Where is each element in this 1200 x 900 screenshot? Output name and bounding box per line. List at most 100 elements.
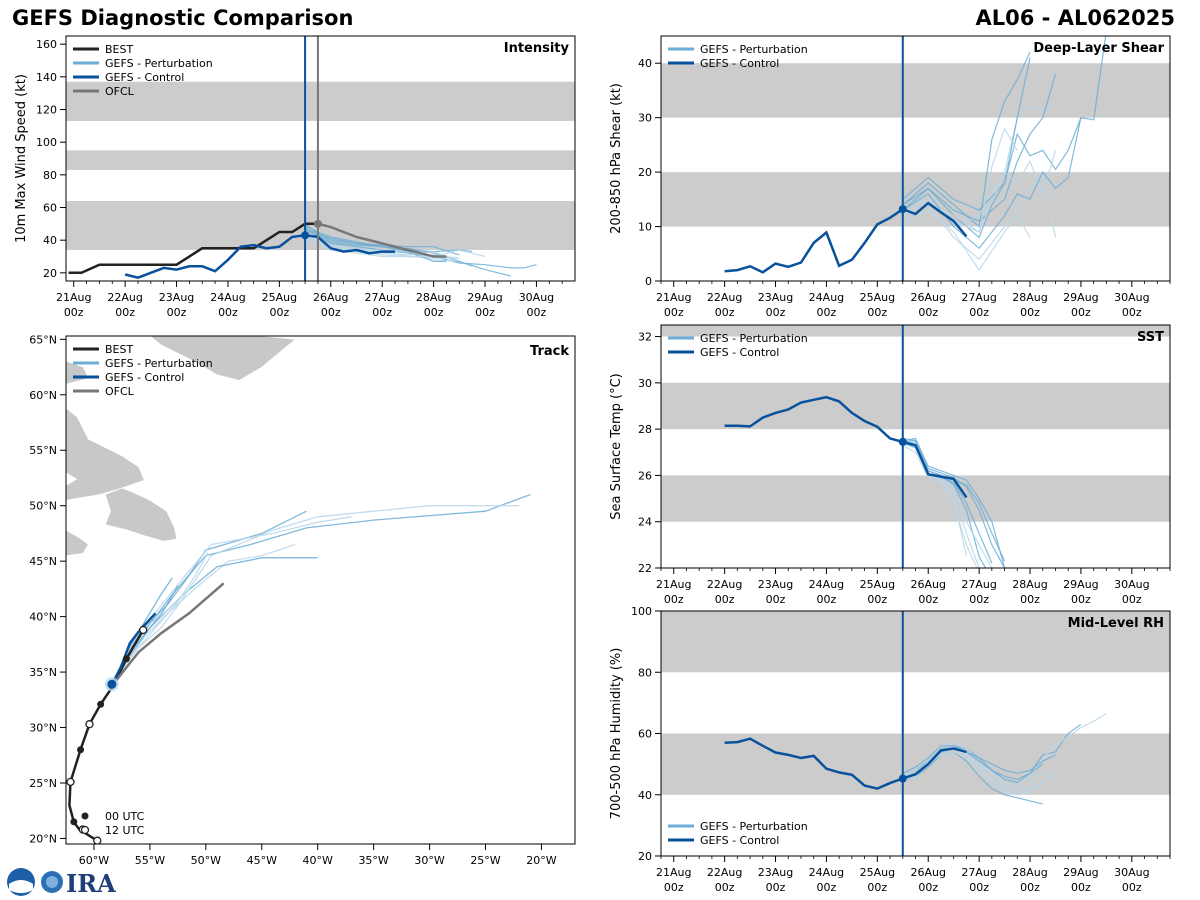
rh-plot-area [661,611,1170,856]
track-ytick-label: 50°N [29,500,57,513]
svg-text:IRA: IRA [66,869,116,898]
track-series-perturbation-5 [111,557,318,685]
sst-xtick-label: 00z [867,593,887,606]
rh-series-control [724,737,967,790]
track-ytick-label: 65°N [29,333,57,346]
intensity-xtick-label: 00z [372,306,392,319]
track-ytick-label: 20°N [29,832,57,845]
shear-xtick-label: 00z [664,306,684,319]
sst-ytick-label: 26 [638,469,652,482]
track-legend-label-control: GEFS - Control [105,371,184,384]
track-best-marker-00utc [97,700,105,708]
intensity-ytick-label: 20 [43,267,57,280]
intensity-xtick-label: 24Aug [210,291,245,304]
cira-logo: IRA [6,866,116,898]
shear-control-init-marker [898,205,907,214]
intensity-xtick-label: 00z [115,306,135,319]
sst-legend-label-pert: GEFS - Perturbation [700,332,808,345]
sst-xtick-label: 00z [918,593,938,606]
land-mass-5 [66,361,89,384]
rh-ylabel: 700-500 hPa Humidity (%) [609,648,624,820]
sst-series-control [724,395,968,499]
intensity-xtick-label: 00z [167,306,187,319]
intensity-panel: 21Aug 00z 22Aug 00z 23Aug 00z 24Aug 00z 25Aug 00z… [14,35,576,319]
intensity-xtick-label: 22Aug [107,291,142,304]
shear-legend-label-pert: GEFS - Perturbation [700,43,808,56]
rh-ytick-label: 40 [638,789,652,802]
sst-xtick-label: 00z [1020,593,1040,606]
sst-ytick-label: 22 [638,562,652,575]
track-legend-label-best: BEST [105,343,133,356]
rh-series-perturbation-6 [902,745,1044,793]
sst-xtick-label: 00z [1122,593,1142,606]
shear-xtick-label: 00z [1071,306,1091,319]
rh-band [661,733,1170,795]
shear-xtick-label: 30Aug [1114,291,1149,304]
track-key-00utc-label: 00 UTC [105,810,145,823]
track-xtick-label: 45°W [247,854,277,867]
shear-ytick-label: 40 [638,57,652,70]
sst-band [661,475,1170,522]
sst-xtick-label: 27Aug [961,578,996,591]
rh-xtick-label: 00z [817,881,837,894]
shear-panel: 21Aug 00z 22Aug 00z 23Aug 00z 24Aug 00z 25Aug 00z… [609,35,1171,319]
shear-plot-area [661,36,1170,281]
shear-legend-label-control: GEFS - Control [700,57,779,70]
rh-series-perturbation-3 [902,751,1043,805]
rh-ytick-label: 100 [631,605,652,618]
track-best-marker-12utc [66,777,75,787]
shear-band [661,63,1170,118]
track-best-marker-12utc [85,720,94,729]
rh-xtick-label: 26Aug [910,866,945,879]
intensity-control-init-marker [301,231,310,240]
rh-legend-label-pert: GEFS - Perturbation [700,820,808,833]
rh-ytick-label: 20 [638,850,652,863]
track-key-12utc-marker [80,825,90,835]
intensity-ytick-label: 100 [36,136,57,149]
shear-xtick-label: 28Aug [1012,291,1047,304]
intensity-legend-label-ofcl: OFCL [105,85,135,98]
shear-ytick-label: 0 [645,275,652,288]
shear-series-perturbation-10 [902,127,1018,233]
track-series-perturbation-6 [111,505,520,685]
page-title: GEFS Diagnostic Comparison [12,6,354,30]
intensity-xtick-label: 00z [64,306,84,319]
shear-xtick-label: 22Aug [707,291,742,304]
shear-xtick-label: 27Aug [961,291,996,304]
sst-series-perturbation-8 [902,437,967,557]
sst-band [661,382,1170,430]
track-key-00utc-marker [81,812,89,820]
sst-panel: 21Aug 00z 22Aug 00z 23Aug 00z 24Aug 00z 25Aug 00z… [609,324,1171,606]
intensity-xtick-label: 00z [527,306,547,319]
sst-xtick-label: 00z [1071,593,1091,606]
track-xtick-label: 35°W [358,854,388,867]
rh-xtick-label: 00z [766,881,786,894]
intensity-xtick-label: 21Aug [56,291,91,304]
intensity-legend-label-control: GEFS - Control [105,71,184,84]
shear-xtick-label: 00z [867,306,887,319]
inland-water [66,472,78,486]
shear-xtick-label: 00z [918,306,938,319]
shear-series-perturbation-1 [902,52,1031,228]
intensity-xtick-label: 00z [269,306,289,319]
track-xtick-label: 40°W [303,854,333,867]
shear-xtick-label: 29Aug [1063,291,1098,304]
intensity-ytick-label: 80 [43,169,57,182]
track-xtick-label: 55°W [135,854,165,867]
shear-series-perturbation-5 [902,57,1031,211]
intensity-band [66,81,575,121]
rh-xtick-label: 00z [918,881,938,894]
sst-band [661,325,1170,337]
intensity-series-ofcl [317,222,447,258]
rh-legend-label-control: GEFS - Control [700,834,779,847]
sst-xtick-label: 00z [817,593,837,606]
rh-xtick-label: 25Aug [860,866,895,879]
intensity-xtick-label: 26Aug [313,291,348,304]
rh-series-perturbation-7 [902,745,1044,781]
rh-xtick-label: 29Aug [1063,866,1098,879]
intensity-ylabel: 10m Max Wind Speed (kt) [14,74,29,243]
shear-xtick-label: 00z [969,306,989,319]
